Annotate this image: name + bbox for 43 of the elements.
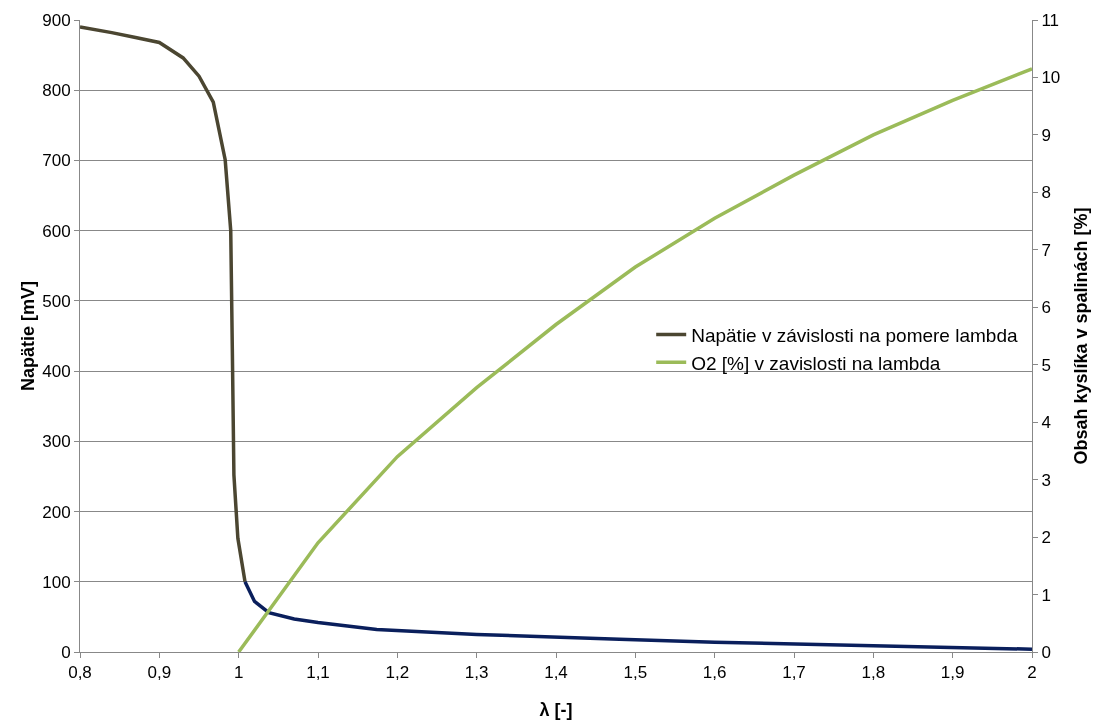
y-axis-title: Napätie [mV] <box>18 280 38 392</box>
line-series <box>236 67 1032 652</box>
x-tick-label: 1,6 <box>702 663 727 683</box>
y-tick-label: 200 <box>42 502 71 522</box>
x-tick-label: 1,2 <box>385 663 410 683</box>
y2-tick-label: 9 <box>1041 125 1051 145</box>
y-tick-label: 900 <box>42 10 71 30</box>
x-tick-label: 1,4 <box>544 663 568 683</box>
x-tick-label: 1,5 <box>623 663 648 683</box>
y-tick-label: 700 <box>42 151 71 171</box>
line-series <box>80 25 247 584</box>
x-axis-title: λ [-] <box>539 700 573 720</box>
y-tick-label: 300 <box>42 432 71 452</box>
legend-label: Napätie v závislosti na pomere lambda <box>691 324 1018 346</box>
y2-tick-label: 0 <box>1041 642 1051 662</box>
y-tick-label: 600 <box>42 221 71 241</box>
y2-tick-label: 4 <box>1041 413 1051 433</box>
x-tick-label: 0,8 <box>68 663 92 683</box>
y2-axis-title: Obsah kyslíka v spalinách [%] <box>1071 207 1091 465</box>
y2-tick-label: 7 <box>1041 240 1051 260</box>
y2-tick-label: 3 <box>1041 470 1051 490</box>
y2-tick-label: 6 <box>1041 298 1051 318</box>
x-tick-label: 0,9 <box>147 663 172 683</box>
line-series <box>243 580 1032 651</box>
y2-tick-label: 1 <box>1041 585 1051 605</box>
y2-tick-label: 11 <box>1041 10 1060 30</box>
y-tick-label: 800 <box>42 81 71 101</box>
y-tick-label: 400 <box>42 362 71 382</box>
x-tick-label: 1,9 <box>940 663 965 683</box>
legend-label: O2 [%] v zavislosti na lambda <box>691 352 941 374</box>
y-tick-label: 500 <box>42 291 71 311</box>
x-tick-label: 1,1 <box>306 663 330 683</box>
x-tick-label: 2 <box>1027 663 1037 683</box>
y-tick-label: 0 <box>61 642 71 662</box>
x-tick-label: 1,7 <box>782 663 806 683</box>
y2-tick-label: 8 <box>1041 183 1051 203</box>
y2-tick-label: 2 <box>1041 528 1051 548</box>
y2-tick-label: 10 <box>1041 68 1061 88</box>
x-tick-label: 1,8 <box>861 663 886 683</box>
y2-tick-label: 5 <box>1041 355 1051 375</box>
x-tick-label: 1,3 <box>464 663 489 683</box>
y-tick-label: 100 <box>42 572 71 592</box>
x-tick-label: 1 <box>233 663 244 683</box>
